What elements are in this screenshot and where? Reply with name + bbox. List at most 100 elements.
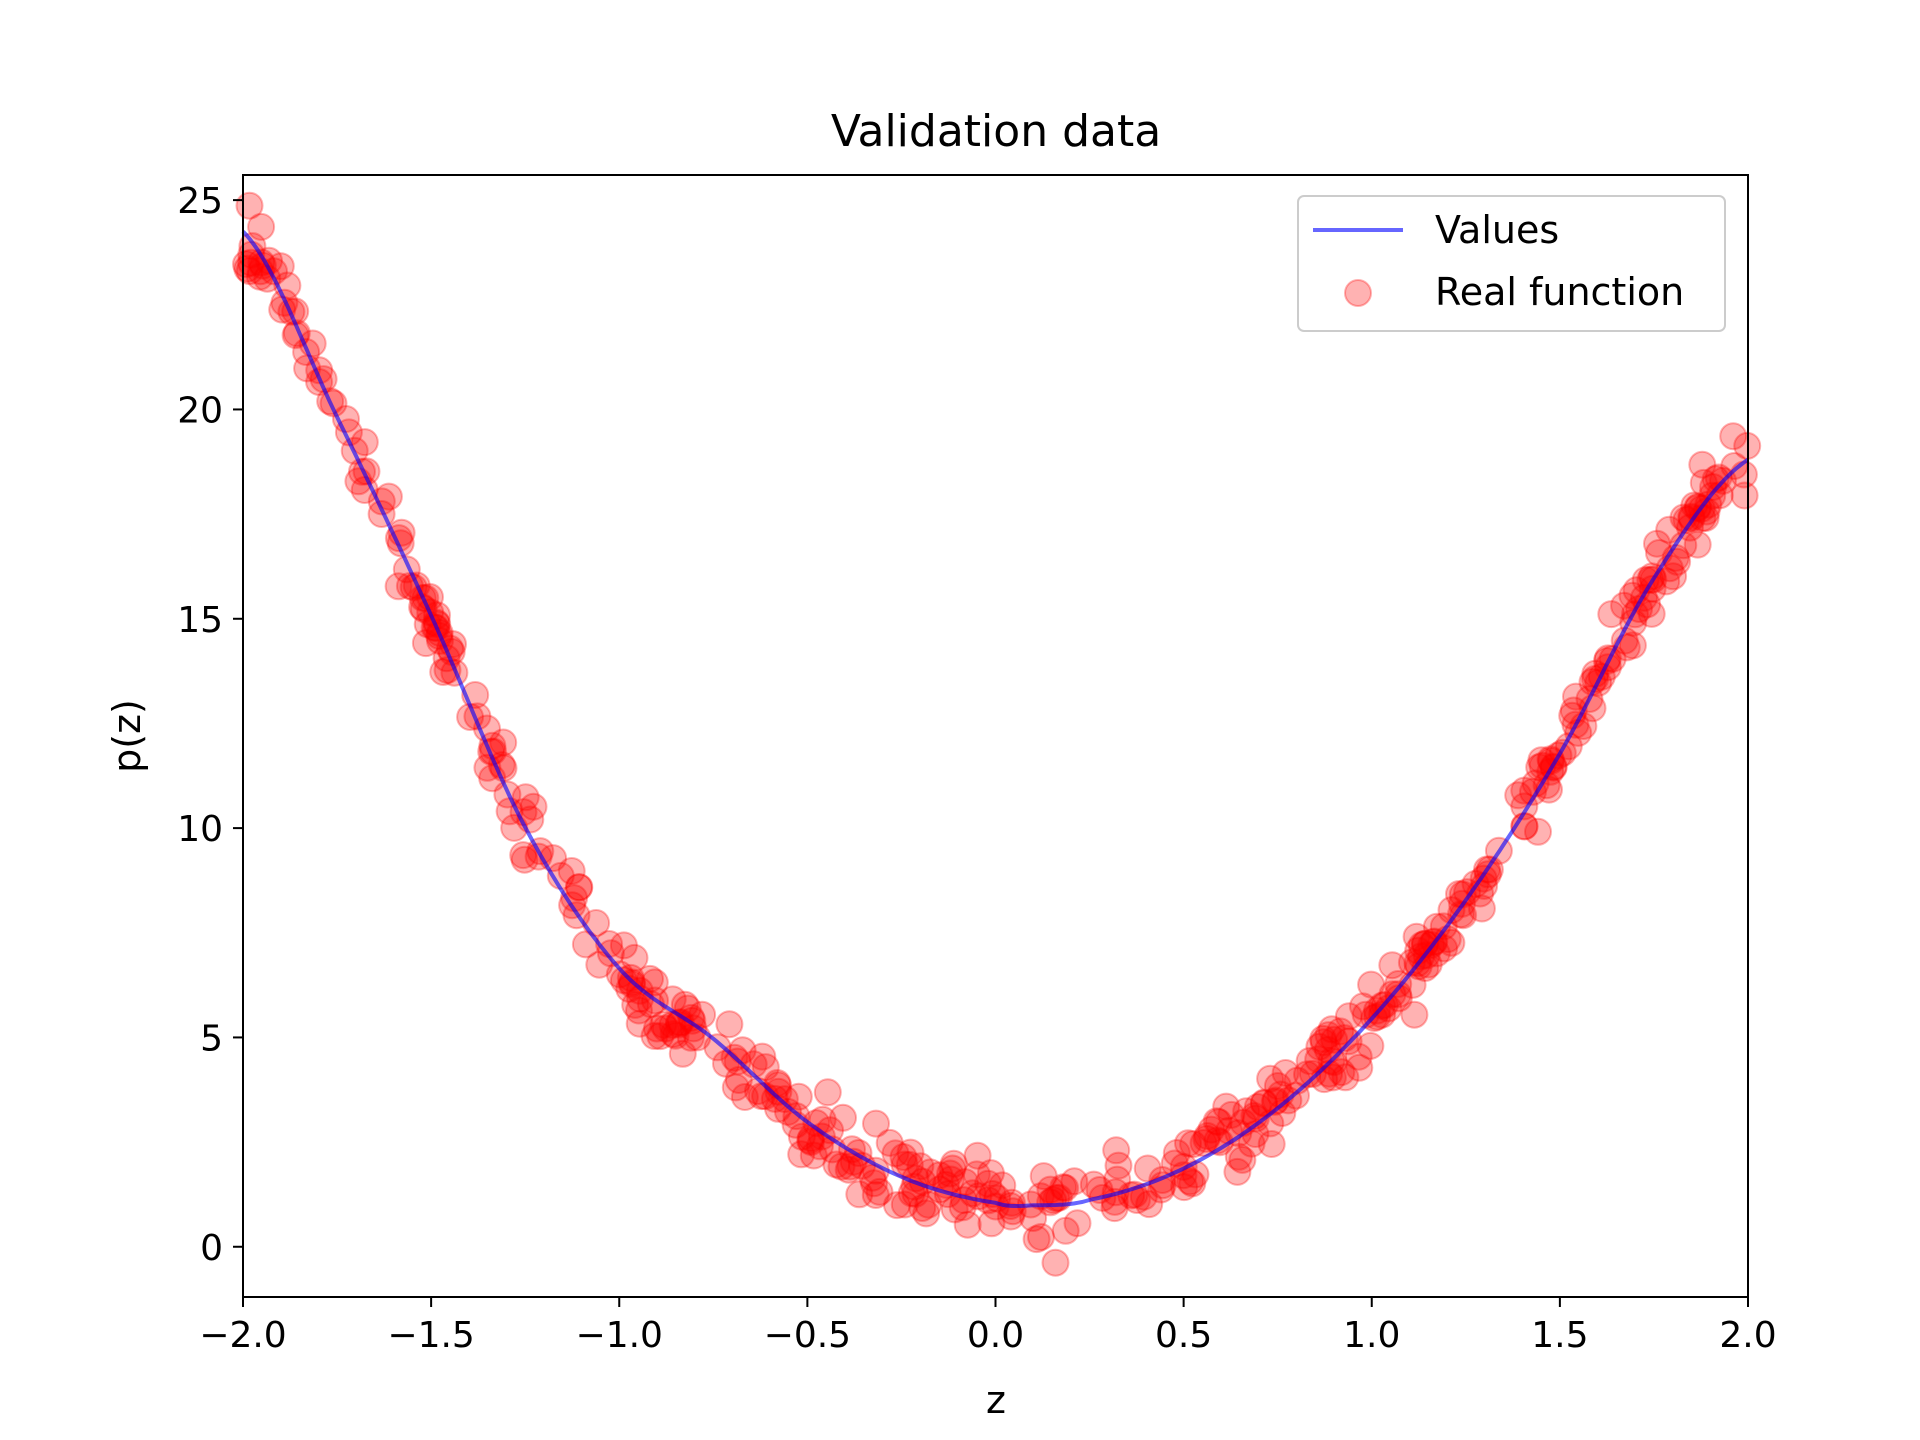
scatter-point <box>889 1143 918 1171</box>
plot-area <box>232 191 1762 1277</box>
scatter-point <box>1597 600 1626 629</box>
scatter-point <box>912 1199 941 1228</box>
scatter-point <box>1326 1017 1355 1046</box>
scatter-point <box>1694 490 1723 519</box>
scatter-point <box>996 1202 1025 1231</box>
scatter-point <box>1029 1162 1058 1191</box>
x-tick-label: −0.5 <box>764 1315 851 1356</box>
scatter-point <box>1643 529 1671 558</box>
legend-label-values: Values <box>1435 208 1559 252</box>
y-tick-label: 0 <box>200 1228 223 1269</box>
x-tick-label: −1.5 <box>387 1315 474 1356</box>
scatter-point <box>796 1126 825 1155</box>
scatter-point <box>895 1150 924 1179</box>
scatter-point <box>1293 1060 1321 1089</box>
scatter-point <box>797 1128 826 1156</box>
scatter-point <box>802 1109 831 1138</box>
scatter-point <box>953 1210 982 1239</box>
scatter-point <box>1672 505 1701 534</box>
scatter-point <box>617 970 646 999</box>
scatter-point <box>799 1141 828 1170</box>
scatter-point <box>908 1194 937 1222</box>
scatter-point <box>914 1190 943 1219</box>
scatter-point <box>625 996 653 1025</box>
scatter-point <box>962 1160 991 1189</box>
scatter-point <box>715 1010 744 1039</box>
scatter-point <box>845 1180 874 1209</box>
scatter-point <box>829 1103 857 1132</box>
scatter-point <box>1689 468 1718 497</box>
scatter-point <box>1257 1130 1286 1158</box>
scatter-point <box>1295 1047 1324 1075</box>
scatter-point <box>609 966 638 995</box>
scatter-series-real-function <box>232 191 1762 1277</box>
scatter-point <box>519 792 548 821</box>
scatter-point <box>1637 599 1666 628</box>
scatter-point <box>1699 473 1728 501</box>
scatter-point <box>730 1083 759 1111</box>
scatter-point <box>1026 1182 1055 1211</box>
scatter-point <box>724 1066 753 1094</box>
scatter-point <box>1618 631 1647 660</box>
scatter-point <box>489 728 518 757</box>
scatter-point <box>640 968 669 997</box>
scatter-point <box>1655 515 1684 544</box>
scatter-point <box>1228 1145 1257 1174</box>
scatter-point <box>1241 1104 1270 1133</box>
scatter-point <box>609 931 638 960</box>
scatter-point <box>906 1152 935 1181</box>
scatter-point <box>659 1020 688 1048</box>
scatter-point <box>1271 1059 1300 1087</box>
scatter-point <box>1060 1167 1089 1196</box>
line-series-values <box>241 230 1750 1208</box>
scatter-point <box>881 1139 910 1168</box>
legend-frame <box>1297 195 1726 332</box>
scatter-point <box>916 1158 945 1187</box>
scatter-point <box>890 1190 919 1219</box>
scatter-point <box>565 873 594 902</box>
scatter-point <box>1349 992 1377 1021</box>
scatter-point <box>1730 481 1759 510</box>
scatter-point <box>621 990 650 1019</box>
scatter-point <box>1334 1002 1363 1031</box>
scatter-point <box>1356 1031 1385 1060</box>
scatter-point <box>1212 1092 1241 1121</box>
scatter-point <box>1447 900 1475 929</box>
y-axis: 0 5 10 15 20 25 <box>177 181 243 1269</box>
scatter-point <box>1036 1175 1065 1204</box>
scatter-point <box>651 1014 680 1043</box>
scatter-point <box>411 629 440 658</box>
scatter-point <box>564 873 593 902</box>
scatter-point <box>596 939 625 968</box>
scatter-point <box>1402 922 1431 951</box>
scatter-point <box>883 1191 911 1220</box>
scatter-point <box>787 1122 816 1151</box>
legend: Values Real function <box>1297 195 1726 332</box>
scatter-point <box>827 1152 856 1181</box>
scatter-point <box>1467 894 1496 923</box>
y-tick-label: 5 <box>200 1018 223 1059</box>
scatter-point <box>1345 1053 1374 1082</box>
scatter-point <box>1063 1209 1092 1238</box>
scatter-point <box>764 1077 793 1106</box>
y-tick-label: 15 <box>177 600 223 641</box>
scatter-point <box>1309 1028 1338 1057</box>
scatter-point <box>1174 1129 1202 1158</box>
scatter-point <box>787 1140 816 1169</box>
scatter-point <box>620 943 649 972</box>
x-tick-label: −1.0 <box>576 1315 663 1356</box>
y-axis-label: p(z) <box>105 699 149 773</box>
scatter-point <box>677 1003 706 1032</box>
x-tick-label: 0.0 <box>967 1315 1024 1356</box>
scatter-point <box>1256 1064 1285 1093</box>
scatter-point <box>925 1161 954 1190</box>
scatter-point <box>1135 1190 1164 1219</box>
scatter-point <box>1704 463 1733 492</box>
scatter-point <box>1368 1000 1397 1029</box>
scatter-point <box>836 1152 865 1181</box>
scatter-point <box>963 1141 992 1170</box>
scatter-point <box>557 857 586 885</box>
scatter-point <box>605 960 634 989</box>
scatter-point <box>1688 450 1717 479</box>
scatter-point <box>1357 970 1386 999</box>
